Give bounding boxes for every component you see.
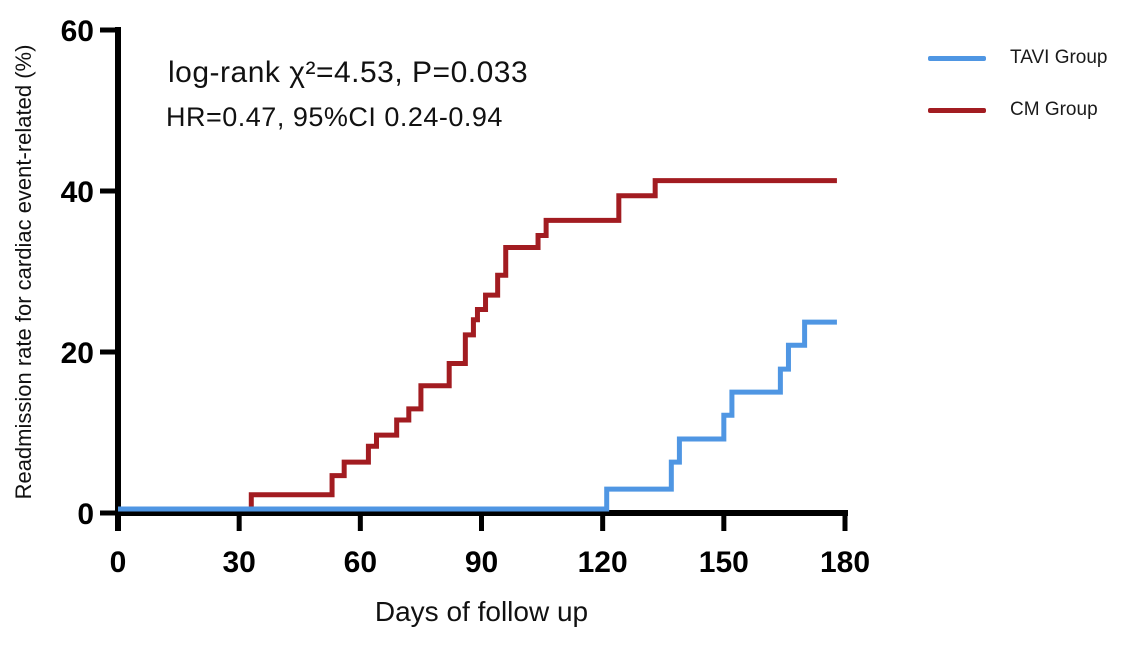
y-tick-label: 20 <box>61 337 94 370</box>
hazard-ratio-annotation: HR=0.47, 95%CI 0.24-0.94 <box>166 102 503 132</box>
x-tick-label: 0 <box>110 546 127 579</box>
x-tick-label: 90 <box>465 546 498 579</box>
legend-item-tavi: TAVI Group <box>928 44 1108 72</box>
series-cm-group <box>118 178 837 512</box>
tavi-line-swatch <box>928 55 986 61</box>
cm-line-swatch <box>928 107 986 113</box>
y-tick-label: 40 <box>61 176 94 209</box>
x-tick-label: 120 <box>578 546 628 579</box>
legend-item-cm: CM Group <box>928 96 1108 124</box>
x-tick-label: 30 <box>222 546 255 579</box>
x-tick-label: 150 <box>699 546 749 579</box>
logrank-annotation: log-rank χ²=4.53, P=0.033 <box>168 56 529 89</box>
y-axis-title: Readmission rate for cardiac event-relat… <box>11 44 36 500</box>
y-tick-label: 0 <box>77 498 94 531</box>
x-tick-label: 180 <box>820 546 870 579</box>
legend: TAVI Group CM Group <box>928 44 1108 148</box>
series-tavi-group <box>118 319 837 512</box>
y-tick-label: 60 <box>61 15 94 48</box>
x-axis-title: Days of follow up <box>374 596 589 627</box>
legend-label-tavi: TAVI Group <box>1010 47 1108 68</box>
legend-label-cm: CM Group <box>1010 99 1098 120</box>
x-tick-label: 60 <box>344 546 377 579</box>
